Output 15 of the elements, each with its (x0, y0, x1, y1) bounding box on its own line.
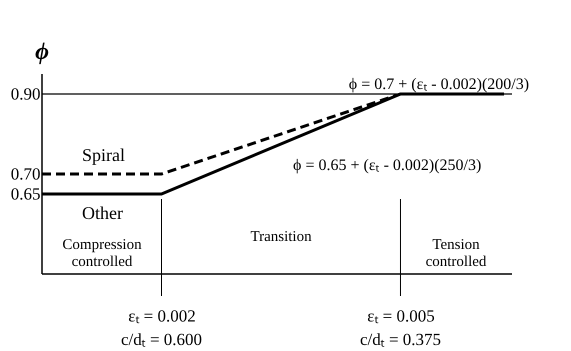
annotation: Compression controlled (62, 237, 142, 270)
annotation: ϕ = 0.65 + (εₜ - 0.002)(250/3) (293, 156, 482, 174)
annotation: Tension controlled (426, 237, 487, 270)
x-tick-label: εₜ = 0.005 (367, 306, 435, 326)
text: c/dₜ = 0.600 (120, 330, 202, 349)
y-tick-label: 0.70 (10, 164, 40, 184)
annotation: ϕ = 0.7 + (εₜ - 0.002)(200/3) (348, 76, 530, 93)
series-label: Other (82, 203, 123, 223)
annotation: Transition (250, 229, 312, 245)
series-label: Spiral (82, 145, 125, 165)
y-tick-label: 0.90 (10, 84, 40, 104)
x-tick-label: εₜ = 0.002 (128, 306, 196, 326)
y-tick-label: 0.65 (10, 184, 40, 204)
text: c/dₜ = 0.375 (360, 330, 442, 349)
y-axis-title: ϕ (35, 39, 50, 65)
